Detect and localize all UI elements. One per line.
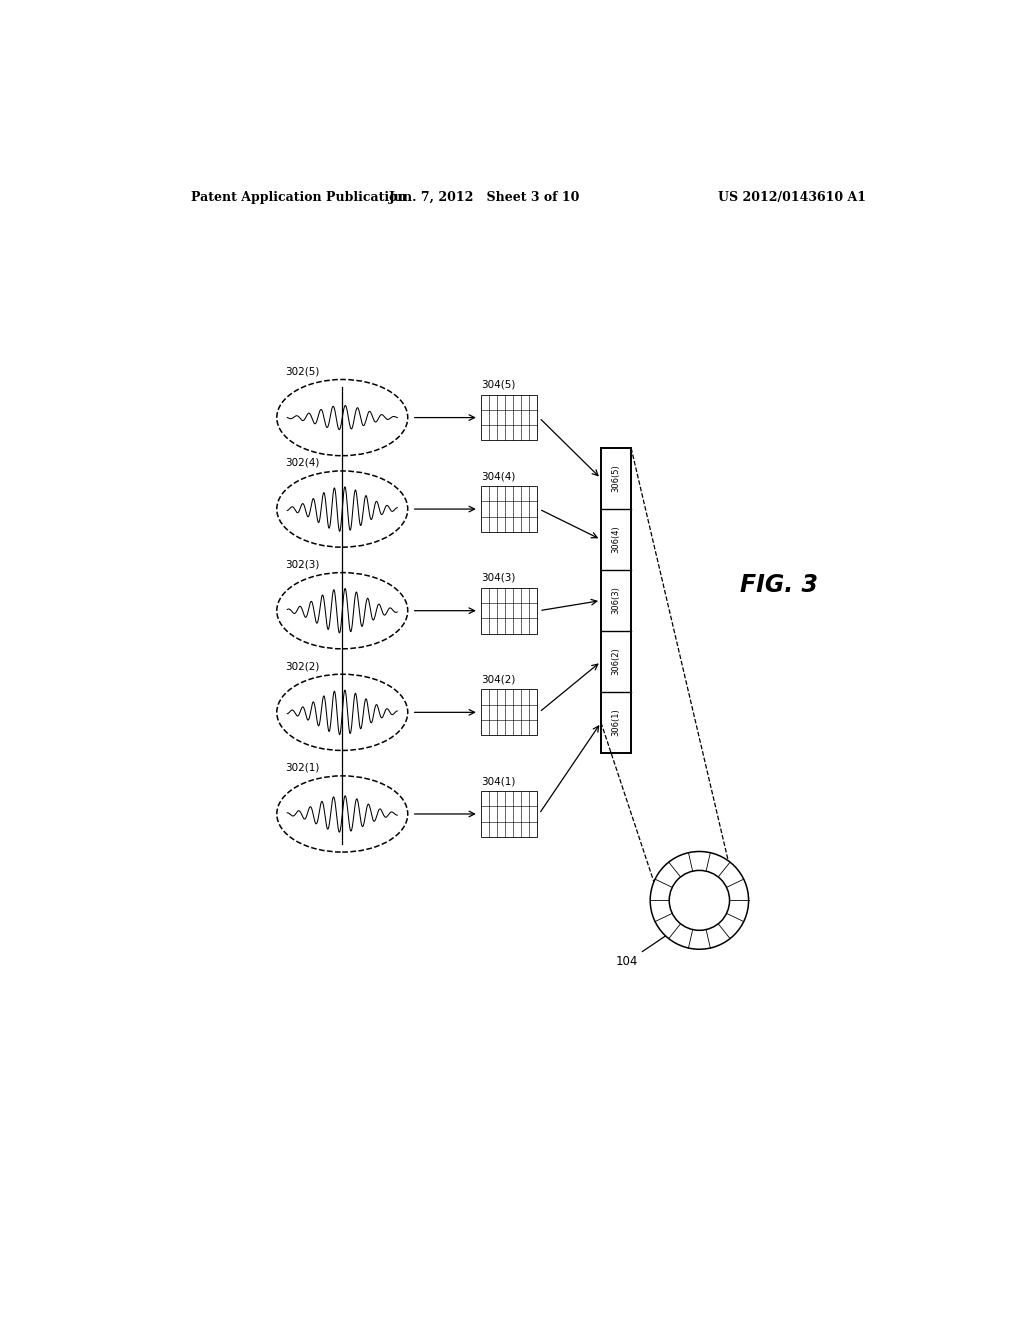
Text: Jun. 7, 2012   Sheet 3 of 10: Jun. 7, 2012 Sheet 3 of 10: [389, 190, 581, 203]
Text: 306(4): 306(4): [611, 525, 621, 553]
Text: 302(1): 302(1): [285, 763, 319, 772]
Bar: [601, 447, 631, 752]
Text: 302(5): 302(5): [285, 367, 319, 376]
Text: ...: ...: [708, 899, 720, 912]
Text: 302(3): 302(3): [285, 560, 319, 569]
Bar: [481, 587, 537, 634]
Bar: [481, 395, 537, 441]
Text: US 2012/0143610 A1: US 2012/0143610 A1: [718, 190, 866, 203]
Text: 306(2): 306(2): [611, 648, 621, 676]
Text: 304(5): 304(5): [481, 380, 515, 389]
Bar: [481, 689, 537, 735]
Bar: [481, 486, 537, 532]
Ellipse shape: [650, 851, 749, 949]
Text: 306(3): 306(3): [611, 586, 621, 615]
Ellipse shape: [670, 870, 729, 931]
Text: 302(4): 302(4): [285, 458, 319, 467]
Text: 306(1): 306(1): [611, 709, 621, 737]
Text: 104: 104: [615, 954, 638, 968]
Text: 306(5): 306(5): [611, 465, 621, 492]
Text: 302(2): 302(2): [285, 661, 319, 671]
Text: 304(3): 304(3): [481, 573, 515, 582]
Text: FIG. 3: FIG. 3: [739, 573, 818, 597]
Text: 304(1): 304(1): [481, 776, 515, 785]
Text: Patent Application Publication: Patent Application Publication: [191, 190, 407, 203]
Text: 304(4): 304(4): [481, 471, 515, 480]
Text: 304(2): 304(2): [481, 675, 515, 684]
Bar: [481, 791, 537, 837]
